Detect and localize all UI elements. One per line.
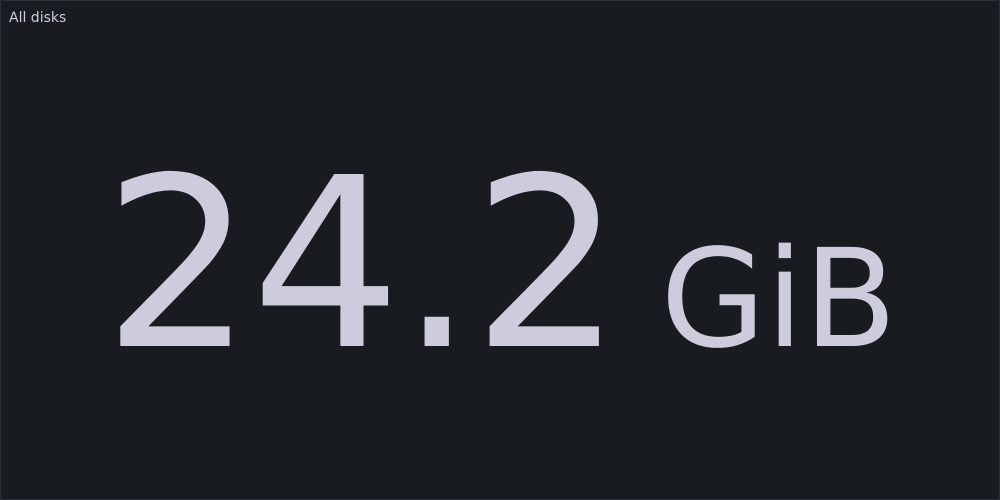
stat-unit: GiB <box>660 221 897 379</box>
panel-title[interactable]: All disks <box>9 10 67 26</box>
stat-value: 24.2 <box>103 127 622 402</box>
stat-value-group: 24.2 GiB <box>103 147 897 383</box>
